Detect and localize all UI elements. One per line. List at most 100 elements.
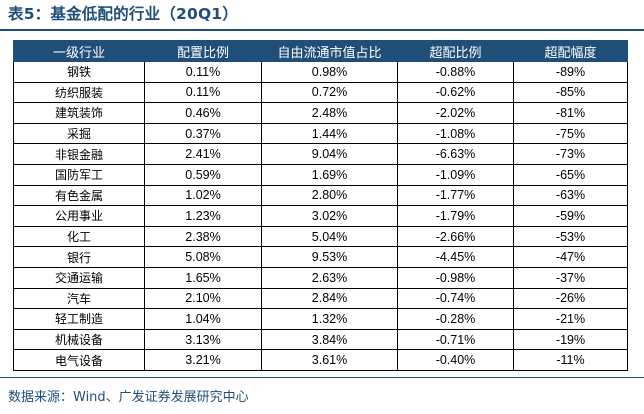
table-row: 有色金属 1.02% 2.80% -1.77% -63%: [13, 184, 628, 207]
overweight-ratio-cell: -2.02%: [397, 102, 514, 124]
allocation-ratio-cell: 0.11%: [144, 81, 262, 104]
overweight-ratio-cell: -0.71%: [397, 328, 514, 351]
overweight-magnitude-cell: -65%: [513, 163, 628, 186]
allocation-ratio-cell: 0.59%: [144, 163, 262, 186]
free-float-share-cell: 2.84%: [261, 287, 398, 310]
industry-cell: 轻工制造: [13, 308, 145, 330]
underweight-industries-table: 一级行业 配置比例 自由流通市值占比 超配比例 超配幅度 钢铁 0.11% 0.98…: [13, 40, 628, 371]
table-body: 钢铁 0.11% 0.98% -0.88% -89% 纺织服装 0.11% 0.72% -0.6…: [13, 61, 628, 371]
allocation-ratio-cell: 1.23%: [144, 205, 262, 227]
table-row: 化工 2.38% 5.04% -2.66% -53%: [13, 225, 628, 248]
overweight-ratio-cell: -0.28%: [397, 308, 514, 330]
overweight-ratio-cell: -4.45%: [397, 246, 514, 268]
overweight-magnitude-cell: -85%: [513, 81, 628, 104]
table-row: 纺织服装 0.11% 0.72% -0.62% -85%: [13, 81, 628, 104]
overweight-magnitude-cell: -75%: [513, 122, 628, 145]
table-row: 建筑装饰 0.46% 2.48% -2.02% -81%: [13, 102, 628, 124]
overweight-magnitude-cell: -26%: [513, 287, 628, 310]
table-row: 公用事业 1.23% 3.02% -1.79% -59%: [13, 205, 628, 227]
table-row: 非银金融 2.41% 9.04% -6.63% -73%: [13, 143, 628, 165]
industry-cell: 国防军工: [13, 163, 145, 186]
free-float-share-cell: 5.04%: [261, 225, 398, 248]
overweight-ratio-cell: -2.66%: [397, 225, 514, 248]
overweight-magnitude-cell: -21%: [513, 308, 628, 330]
allocation-ratio-cell: 1.02%: [144, 184, 262, 207]
overweight-ratio-cell: -0.88%: [397, 61, 514, 83]
allocation-ratio-cell: 1.04%: [144, 308, 262, 330]
free-float-share-cell: 9.04%: [261, 143, 398, 165]
overweight-ratio-cell: -0.40%: [397, 349, 514, 371]
allocation-ratio-cell: 5.08%: [144, 246, 262, 268]
overweight-magnitude-cell: -47%: [513, 246, 628, 268]
table-row: 电气设备 3.21% 3.61% -0.40% -11%: [13, 349, 628, 371]
industry-cell: 电气设备: [13, 349, 145, 371]
free-float-share-cell: 1.32%: [261, 308, 398, 330]
footer-divider: [0, 377, 644, 378]
allocation-ratio-cell: 2.38%: [144, 225, 262, 248]
overweight-magnitude-cell: -89%: [513, 61, 628, 83]
overweight-magnitude-cell: -73%: [513, 143, 628, 165]
free-float-share-cell: 1.44%: [261, 122, 398, 145]
overweight-ratio-cell: -0.98%: [397, 266, 514, 289]
header-overweight-ratio: 超配比例: [397, 40, 514, 62]
industry-cell: 公用事业: [13, 205, 145, 227]
industry-cell: 非银金融: [13, 143, 145, 165]
allocation-ratio-cell: 2.10%: [144, 287, 262, 310]
overweight-magnitude-cell: -59%: [513, 205, 628, 227]
table-row: 国防军工 0.59% 1.69% -1.09% -65%: [13, 163, 628, 186]
allocation-ratio-cell: 2.41%: [144, 143, 262, 165]
free-float-share-cell: 1.69%: [261, 163, 398, 186]
free-float-share-cell: 0.98%: [261, 61, 398, 83]
table-row: 轻工制造 1.04% 1.32% -0.28% -21%: [13, 308, 628, 330]
free-float-share-cell: 2.48%: [261, 102, 398, 124]
overweight-ratio-cell: -1.09%: [397, 163, 514, 186]
free-float-share-cell: 2.80%: [261, 184, 398, 207]
industry-cell: 汽车: [13, 287, 145, 310]
overweight-ratio-cell: -1.79%: [397, 205, 514, 227]
table-row: 银行 5.08% 9.53% -4.45% -47%: [13, 246, 628, 268]
overweight-magnitude-cell: -19%: [513, 328, 628, 351]
industry-cell: 建筑装饰: [13, 102, 145, 124]
free-float-share-cell: 3.84%: [261, 328, 398, 351]
table-row: 机械设备 3.13% 3.84% -0.71% -19%: [13, 328, 628, 351]
header-industry: 一级行业: [13, 40, 145, 62]
free-float-share-cell: 0.72%: [261, 81, 398, 104]
header-free-float-share: 自由流通市值占比: [261, 40, 398, 62]
overweight-magnitude-cell: -37%: [513, 266, 628, 289]
allocation-ratio-cell: 3.21%: [144, 349, 262, 371]
header-allocation-ratio: 配置比例: [144, 40, 262, 62]
industry-cell: 钢铁: [13, 61, 145, 83]
industry-cell: 银行: [13, 246, 145, 268]
data-source-note: 数据来源：Wind、广发证券发展研究中心: [8, 390, 249, 405]
table-row: 汽车 2.10% 2.84% -0.74% -26%: [13, 287, 628, 310]
overweight-magnitude-cell: -63%: [513, 184, 628, 207]
overweight-magnitude-cell: -11%: [513, 349, 628, 371]
industry-cell: 采掘: [13, 122, 145, 145]
title-divider: [0, 29, 644, 31]
table-row: 采掘 0.37% 1.44% -1.08% -75%: [13, 122, 628, 145]
industry-cell: 纺织服装: [13, 81, 145, 104]
overweight-ratio-cell: -0.62%: [397, 81, 514, 104]
table-row: 钢铁 0.11% 0.98% -0.88% -89%: [13, 61, 628, 83]
table-title: 表5：基金低配的行业（20Q1）: [8, 5, 239, 23]
free-float-share-cell: 9.53%: [261, 246, 398, 268]
table-header-row: 一级行业 配置比例 自由流通市值占比 超配比例 超配幅度: [13, 40, 628, 62]
industry-cell: 有色金属: [13, 184, 145, 207]
overweight-magnitude-cell: -81%: [513, 102, 628, 124]
free-float-share-cell: 3.61%: [261, 349, 398, 371]
free-float-share-cell: 2.63%: [261, 266, 398, 289]
allocation-ratio-cell: 3.13%: [144, 328, 262, 351]
industry-cell: 交通运输: [13, 266, 145, 289]
industry-cell: 机械设备: [13, 328, 145, 351]
allocation-ratio-cell: 1.65%: [144, 266, 262, 289]
table-row: 交通运输 1.65% 2.63% -0.98% -37%: [13, 266, 628, 289]
allocation-ratio-cell: 0.46%: [144, 102, 262, 124]
allocation-ratio-cell: 0.11%: [144, 61, 262, 83]
overweight-magnitude-cell: -53%: [513, 225, 628, 248]
industry-cell: 化工: [13, 225, 145, 248]
overweight-ratio-cell: -0.74%: [397, 287, 514, 310]
overweight-ratio-cell: -1.77%: [397, 184, 514, 207]
header-overweight-magnitude: 超配幅度: [513, 40, 628, 62]
overweight-ratio-cell: -6.63%: [397, 143, 514, 165]
allocation-ratio-cell: 0.37%: [144, 122, 262, 145]
